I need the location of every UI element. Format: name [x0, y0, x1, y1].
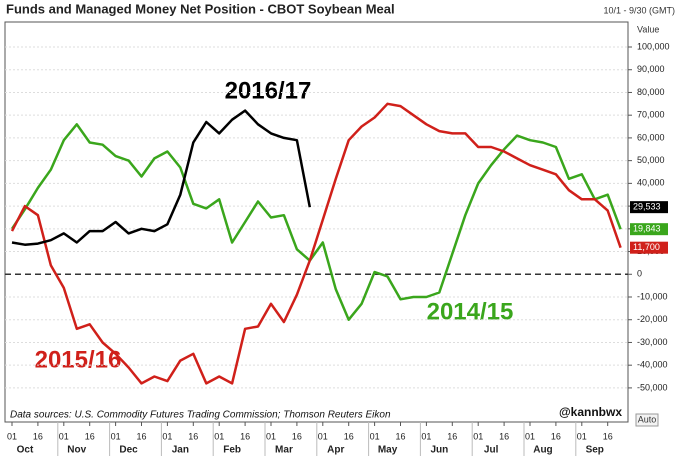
- y-tick-label: 0: [637, 269, 642, 279]
- x-tick-label: 01: [7, 431, 17, 441]
- series-line: [11, 109, 312, 246]
- x-tick-label: 01: [214, 431, 224, 441]
- month-label: Oct: [17, 445, 34, 456]
- x-tick-label: 16: [499, 431, 509, 441]
- x-tick-label: 16: [33, 431, 43, 441]
- x-tick-label: 01: [266, 431, 276, 441]
- season-label: 2015/16: [35, 346, 122, 373]
- y-tick-label: -10,000: [637, 291, 668, 301]
- month-label: Jul: [484, 445, 499, 456]
- x-tick-label: 16: [551, 431, 561, 441]
- x-tick-label: 16: [240, 431, 250, 441]
- end-value-label: 11,700: [633, 242, 660, 252]
- x-tick-label: 01: [525, 431, 535, 441]
- x-tick-label: 01: [473, 431, 483, 441]
- y-tick-label: 40,000: [637, 178, 665, 188]
- x-tick-label: 16: [85, 431, 95, 441]
- month-label: Feb: [223, 445, 241, 456]
- month-label: May: [378, 445, 398, 456]
- end-value-label: 29,533: [633, 202, 661, 212]
- end-value-label: 19,843: [633, 224, 661, 234]
- series-line: [10, 123, 622, 321]
- x-tick-label: 01: [577, 431, 587, 441]
- auto-button-label[interactable]: Auto: [638, 414, 657, 424]
- y-tick-label: 90,000: [637, 64, 665, 74]
- axis-label: Value: [637, 24, 659, 34]
- x-tick-label: 01: [162, 431, 172, 441]
- date-range: 10/1 - 9/30 (GMT): [603, 5, 675, 15]
- end-value-box: [630, 241, 668, 254]
- month-label: Jan: [172, 445, 189, 456]
- x-tick-label: 16: [188, 431, 198, 441]
- x-tick-label: 16: [395, 431, 405, 441]
- month-label: Dec: [119, 445, 138, 456]
- y-tick-label: -50,000: [637, 382, 668, 392]
- y-tick-label: 60,000: [637, 132, 665, 142]
- x-tick-label: 16: [447, 431, 457, 441]
- x-tick-label: 16: [136, 431, 146, 441]
- auto-button[interactable]: [635, 413, 659, 427]
- source-note: Data sources: U.S. Commodity Futures Tra…: [10, 410, 391, 421]
- season-label: 2014/15: [427, 298, 514, 325]
- month-label: Apr: [327, 445, 344, 456]
- x-tick-label: 01: [370, 431, 380, 441]
- y-tick-label: -20,000: [637, 314, 668, 324]
- y-tick-label: 100,000: [637, 41, 670, 51]
- y-tick-label: 70,000: [637, 110, 665, 120]
- x-tick-label: 01: [59, 431, 69, 441]
- x-tick-label: 01: [318, 431, 328, 441]
- y-tick-label: -30,000: [637, 337, 668, 347]
- x-tick-label: 01: [421, 431, 431, 441]
- y-tick-label: 80,000: [637, 87, 665, 97]
- series-line: [10, 102, 622, 385]
- month-label: Sep: [586, 445, 604, 456]
- month-label: Mar: [275, 445, 293, 456]
- y-tick-label: -40,000: [637, 360, 668, 370]
- x-tick-label: 16: [603, 431, 613, 441]
- end-value-box: [630, 201, 668, 214]
- x-tick-label: 01: [111, 431, 121, 441]
- end-value-box: [630, 223, 668, 236]
- y-tick-label: 50,000: [637, 155, 665, 165]
- month-label: Jun: [430, 445, 448, 456]
- handle: @kannbwx: [559, 405, 622, 419]
- season-label: 2016/17: [225, 77, 312, 104]
- month-label: Aug: [533, 445, 552, 456]
- x-tick-label: 16: [292, 431, 302, 441]
- x-tick-label: 16: [344, 431, 354, 441]
- month-label: Nov: [67, 445, 86, 456]
- chart-title: Funds and Managed Money Net Position - C…: [6, 1, 395, 16]
